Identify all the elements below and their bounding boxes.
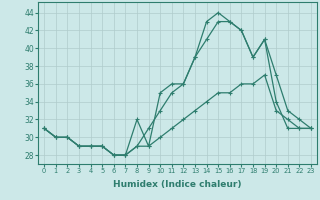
X-axis label: Humidex (Indice chaleur): Humidex (Indice chaleur) — [113, 180, 242, 189]
